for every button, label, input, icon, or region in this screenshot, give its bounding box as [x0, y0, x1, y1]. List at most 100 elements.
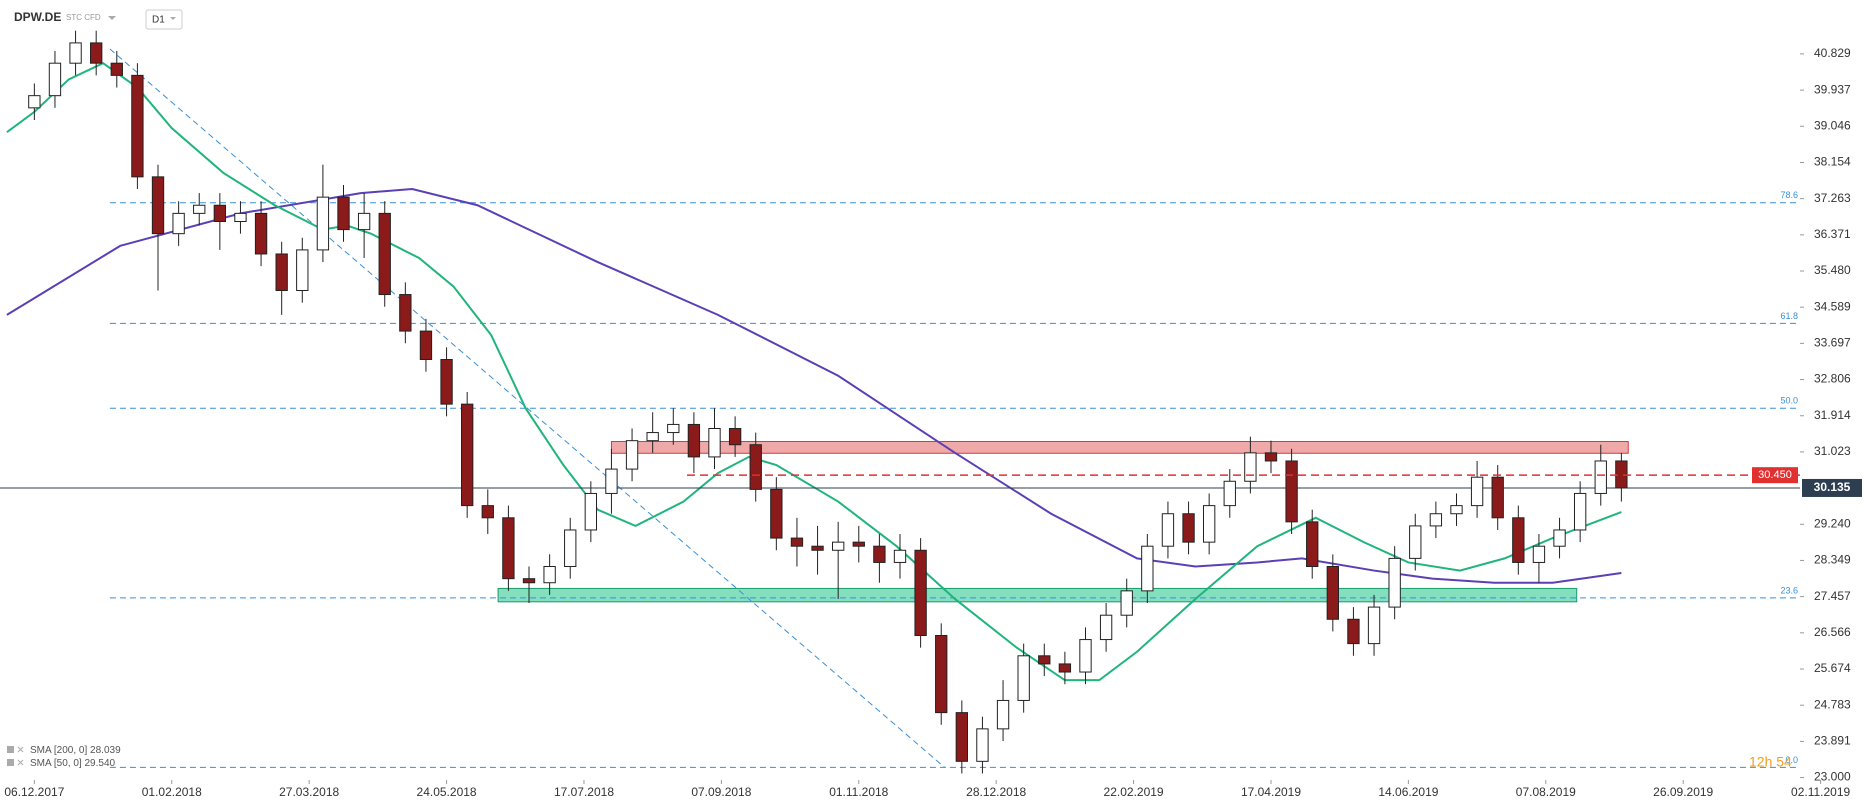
- candle-body: [811, 545, 824, 551]
- sma-line: [6, 62, 1622, 682]
- candle-body: [1512, 517, 1525, 563]
- legend-icon: [7, 759, 14, 766]
- zone: [610, 440, 1629, 454]
- candle-body: [893, 549, 907, 563]
- x-tick-label: 26.09.2019: [1653, 785, 1713, 799]
- candle-body: [996, 699, 1010, 730]
- candle-body: [1161, 513, 1175, 547]
- y-tick-label: 36.371: [1814, 227, 1851, 241]
- candle-body: [605, 468, 618, 494]
- candle-body: [1594, 460, 1607, 494]
- x-tick-label: 28.12.2018: [966, 785, 1026, 799]
- candle-body: [1450, 505, 1463, 515]
- legend-name: SMA [50, 0]: [30, 758, 82, 769]
- candle-body: [1326, 566, 1339, 620]
- candle-body: [1120, 590, 1133, 616]
- candle-body: [419, 330, 433, 360]
- x-tick-label: 17.07.2018: [554, 785, 614, 799]
- candle-body: [1306, 521, 1319, 568]
- candle-body: [1141, 545, 1154, 592]
- y-tick-label: 37.263: [1814, 191, 1851, 205]
- candle-body: [1409, 525, 1422, 559]
- candle-body: [543, 566, 556, 584]
- x-tick-label: 02.11.2019: [1791, 785, 1850, 799]
- candle-body: [110, 62, 123, 76]
- candle-body: [522, 578, 536, 584]
- legend-name: SMA [200, 0]: [30, 745, 87, 756]
- current-price-box: [1802, 478, 1862, 497]
- interval-caret[interactable]: [170, 17, 176, 20]
- y-tick-label: 31.023: [1814, 444, 1851, 458]
- y-tick-label: 26.566: [1814, 625, 1851, 639]
- candle-body: [1244, 452, 1257, 482]
- candle-body: [1573, 492, 1587, 531]
- candle-body: [440, 358, 453, 405]
- y-tick-label: 27.457: [1814, 589, 1851, 603]
- x-tick-label: 01.11.2018: [829, 785, 888, 799]
- legend-close[interactable]: [17, 759, 24, 766]
- x-tick-label: 01.02.2018: [142, 785, 202, 799]
- candle-body: [1532, 545, 1546, 563]
- x-tick-label: 24.05.2018: [417, 785, 477, 799]
- current-price-label: 30.135: [1814, 480, 1851, 494]
- candle-body: [935, 635, 948, 714]
- x-tick-label: 07.09.2018: [691, 785, 751, 799]
- symbol[interactable]: DPW.DE: [14, 10, 61, 24]
- candle-body: [625, 440, 639, 470]
- candle-body: [69, 42, 82, 64]
- candle-body: [234, 212, 247, 222]
- legend-value: 28.039: [90, 745, 121, 756]
- dropdown-caret[interactable]: [108, 16, 116, 20]
- candle-body: [646, 432, 659, 442]
- marker-label-box: [1752, 467, 1798, 484]
- candle-body: [1223, 480, 1236, 507]
- legend-value: 29.540: [84, 758, 115, 769]
- candle-body: [914, 549, 927, 637]
- fib-label: 78.6: [1780, 190, 1798, 200]
- candle-body: [728, 427, 742, 446]
- sma-line: [6, 188, 1622, 584]
- candle-body: [461, 403, 474, 507]
- y-tick-label: 38.154: [1814, 155, 1851, 169]
- x-tick-label: 07.08.2019: [1516, 785, 1576, 799]
- candle-body: [976, 728, 989, 762]
- y-tick-label: 29.240: [1814, 516, 1851, 530]
- candle-body: [172, 212, 185, 235]
- candle-body: [90, 42, 103, 64]
- candle-body: [1491, 476, 1504, 519]
- candle-body: [316, 196, 330, 251]
- y-tick-label: 24.783: [1814, 697, 1851, 711]
- interval[interactable]: D1: [152, 15, 165, 26]
- y-tick-label: 25.674: [1814, 661, 1851, 675]
- candle-body: [1058, 663, 1072, 673]
- y-tick-label: 39.937: [1814, 82, 1851, 96]
- candle-body: [193, 204, 206, 214]
- candle-body: [1388, 557, 1401, 608]
- candle-body: [131, 74, 144, 178]
- marker-label: 30.450: [1758, 469, 1792, 481]
- y-tick-label: 35.480: [1814, 263, 1851, 277]
- fib-label: 0.0: [1785, 755, 1798, 765]
- y-tick-label: 33.697: [1814, 336, 1851, 350]
- candle-body: [151, 176, 165, 235]
- candle-body: [955, 712, 969, 762]
- instrument-type: STC CFD: [66, 13, 101, 22]
- candle-body: [481, 505, 494, 519]
- fib-label: 50.0: [1780, 396, 1798, 406]
- y-tick-label: 31.914: [1814, 408, 1851, 422]
- interval-select[interactable]: [145, 9, 183, 30]
- candle-body: [667, 423, 680, 434]
- candle-body: [1038, 655, 1051, 665]
- candle-body: [708, 427, 721, 458]
- candle-body: [790, 537, 804, 547]
- legend-close[interactable]: [17, 746, 24, 753]
- candle-body: [337, 196, 350, 231]
- candle-body: [564, 529, 577, 568]
- x-tick-label: 06.12.2017: [4, 785, 64, 799]
- candle-body: [873, 545, 886, 563]
- candle-body: [399, 294, 412, 332]
- legend-entry: SMA [200, 0] 28.039: [30, 745, 121, 756]
- candle-body: [1182, 513, 1195, 543]
- candle-body: [296, 249, 309, 291]
